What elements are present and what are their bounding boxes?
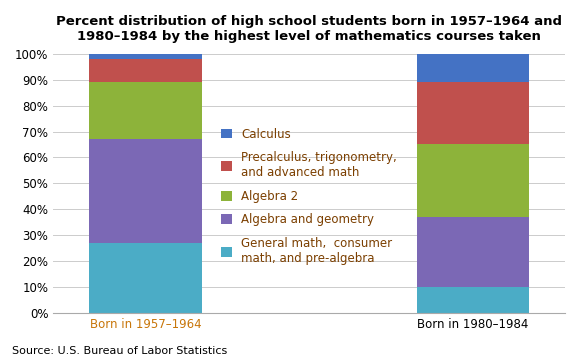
Legend: Calculus, Precalculus, trigonometry,
and advanced math, Algebra 2, Algebra and g: Calculus, Precalculus, trigonometry, and… (218, 124, 401, 269)
Bar (416, 287, 529, 313)
Bar (89, 54, 202, 59)
Bar (416, 82, 529, 144)
Bar (89, 82, 202, 139)
Bar (416, 144, 529, 217)
Bar (416, 54, 529, 82)
Text: Source: U.S. Bureau of Labor Statistics: Source: U.S. Bureau of Labor Statistics (12, 346, 227, 356)
Bar (416, 217, 529, 287)
Bar (89, 139, 202, 243)
Bar (89, 243, 202, 313)
Bar (89, 59, 202, 82)
Title: Percent distribution of high school students born in 1957–1964 and
1980–1984 by : Percent distribution of high school stud… (56, 15, 562, 43)
